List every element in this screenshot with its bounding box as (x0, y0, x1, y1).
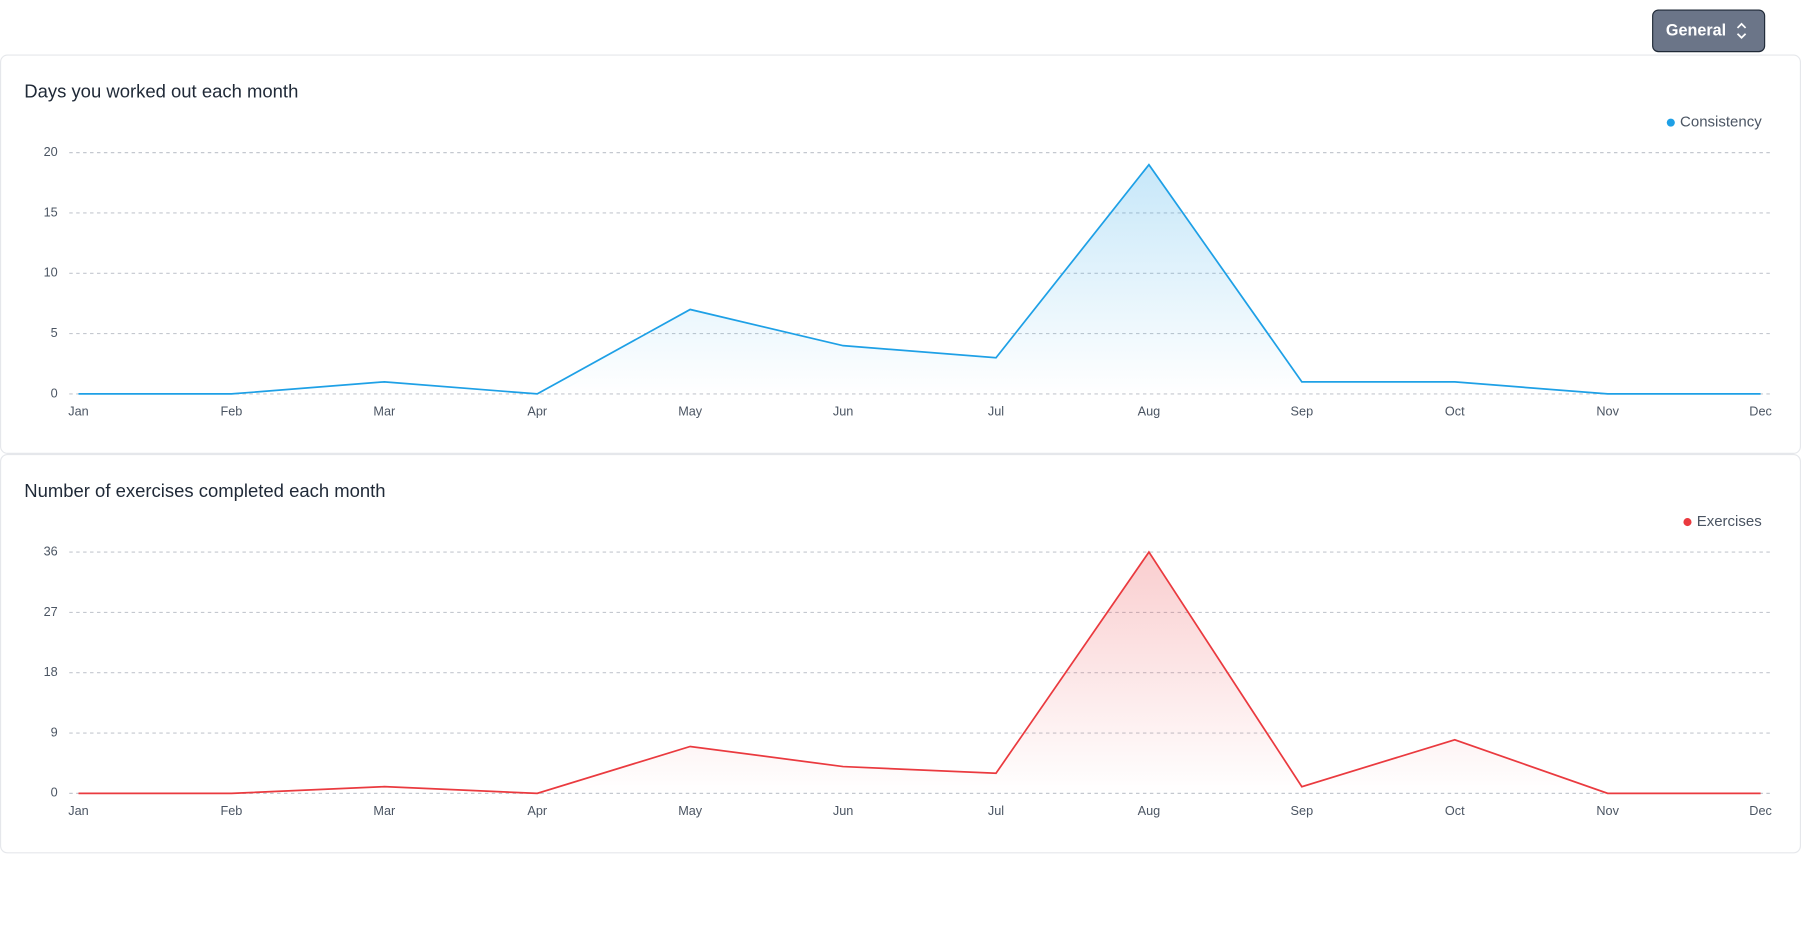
x-tick-label: Jan (68, 804, 88, 818)
y-tick-label: 5 (51, 326, 58, 340)
x-tick-label: May (678, 804, 703, 818)
general-button[interactable]: General (1652, 9, 1766, 53)
chart-card: Days you worked out each month 0 5 10 15 20 Ja… (0, 54, 1801, 454)
card (0, 54, 1801, 454)
chart-card: Number of exercises completed each month… (0, 453, 1801, 854)
x-tick-label: Jun (833, 405, 853, 419)
line (78, 163, 1761, 395)
x-tick-label: Apr (527, 405, 548, 419)
y-tick-label: 18 (44, 665, 58, 679)
chart-title: Days you worked out each month (24, 80, 298, 101)
legend-label: Consistency (1680, 114, 1762, 131)
x-tick-label: Dec (1749, 405, 1772, 419)
y-tick-label: 0 (51, 786, 58, 800)
y-tick-label: 10 (44, 266, 58, 280)
x-tick-label: Jul (988, 804, 1004, 818)
x-tick-label: Sep (1291, 804, 1314, 818)
y-tick-label: 9 (51, 725, 58, 739)
chevron-icon[interactable] (1736, 22, 1747, 39)
legend-label: Exercises (1697, 513, 1762, 530)
x-tick-label: Jan (68, 405, 88, 419)
x-tick-label: Jun (833, 804, 853, 818)
x-tick-label: Dec (1749, 804, 1772, 818)
x-tick-label: Nov (1596, 405, 1619, 419)
chart-title: Number of exercises completed each month (24, 480, 385, 501)
x-tick-label: Nov (1596, 804, 1619, 818)
x-tick-label: Oct (1445, 804, 1465, 818)
y-tick-label: 27 (44, 605, 58, 619)
x-tick-label: Apr (527, 804, 548, 818)
x-tick-label: Aug (1138, 804, 1161, 818)
card (0, 453, 1801, 854)
y-tick-label: 15 (44, 205, 58, 219)
x-tick-label: Sep (1291, 405, 1314, 419)
x-tick-label: Mar (373, 804, 396, 818)
y-tick-label: 0 (51, 386, 58, 400)
button-background[interactable] (1652, 9, 1766, 53)
x-tick-label: Feb (220, 405, 242, 419)
legend-marker (1666, 118, 1675, 127)
x-tick-label: Mar (373, 405, 396, 419)
x-tick-label: Oct (1445, 405, 1465, 419)
y-tick-label: 20 (44, 145, 58, 159)
y-tick-label: 36 (44, 544, 58, 558)
x-tick-label: Feb (220, 804, 242, 818)
x-tick-label: Aug (1138, 405, 1161, 419)
x-tick-label: May (678, 405, 703, 419)
x-tick-label: Jul (988, 405, 1004, 419)
button-label[interactable]: General (1666, 22, 1726, 40)
legend-marker (1683, 518, 1692, 527)
line (78, 550, 1761, 795)
